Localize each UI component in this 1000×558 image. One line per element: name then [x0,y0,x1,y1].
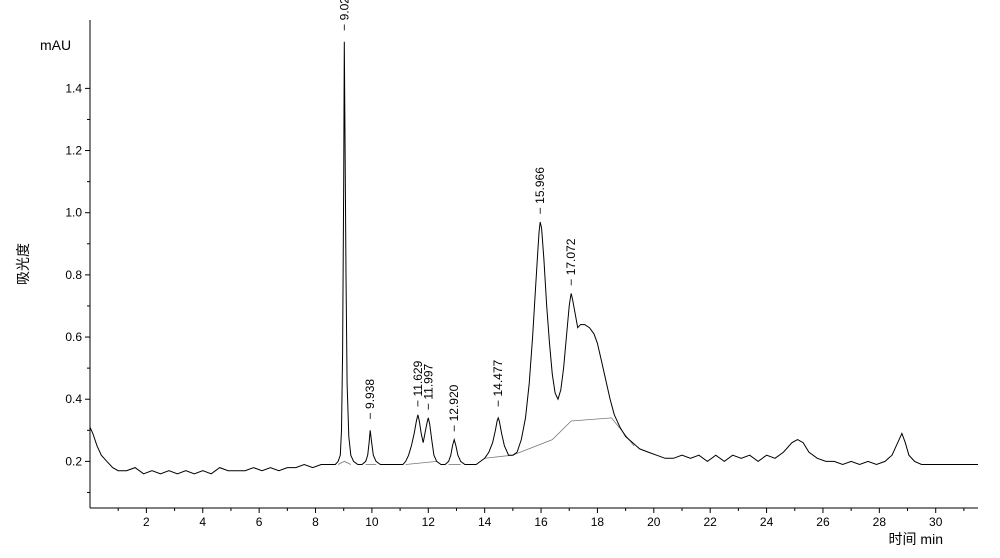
y-tick-label: 1.4 [65,81,82,95]
x-tick-label: 6 [256,515,263,529]
peak-label: 15.966 [533,167,547,204]
y-tick-label: 0.6 [65,330,82,344]
x-tick-label: 2 [143,515,150,529]
y-tick-label: 0.8 [65,268,82,282]
x-tick-label: 16 [534,515,548,529]
peak-label: 9.938 [363,379,377,409]
x-axis-label: 时间 min [889,531,943,547]
y-tick-label: 0.4 [65,392,82,406]
peak-baseline [406,461,437,464]
chromatogram-chart: 246810121416182022242628300.20.40.60.81.… [0,0,1000,558]
y-tick-label: 0.2 [65,454,82,468]
y-axis-label: 吸光度 [15,243,31,285]
x-tick-label: 4 [199,515,206,529]
y-unit-label: mAU [40,37,71,53]
peak-baseline [338,461,351,464]
y-tick-label: 1.0 [65,206,82,220]
peak-label: 12.920 [447,384,461,421]
x-tick-label: 24 [760,515,774,529]
x-tick-label: 8 [312,515,319,529]
x-tick-label: 26 [816,515,830,529]
x-tick-label: 18 [591,515,605,529]
peak-label: 14.477 [491,360,505,397]
peak-label: 17.072 [564,238,578,275]
chart-svg: 246810121416182022242628300.20.40.60.81.… [0,0,1000,558]
x-tick-label: 14 [478,515,492,529]
y-tick-label: 1.2 [65,144,82,158]
x-tick-label: 12 [422,515,436,529]
x-tick-label: 10 [365,515,379,529]
peak-label: 9.020 [337,0,351,20]
x-tick-label: 22 [704,515,718,529]
x-tick-label: 30 [929,515,943,529]
chromatogram-trace [90,42,978,474]
peak-label: 11.997 [421,364,435,400]
x-tick-label: 20 [647,515,661,529]
x-tick-label: 28 [873,515,887,529]
